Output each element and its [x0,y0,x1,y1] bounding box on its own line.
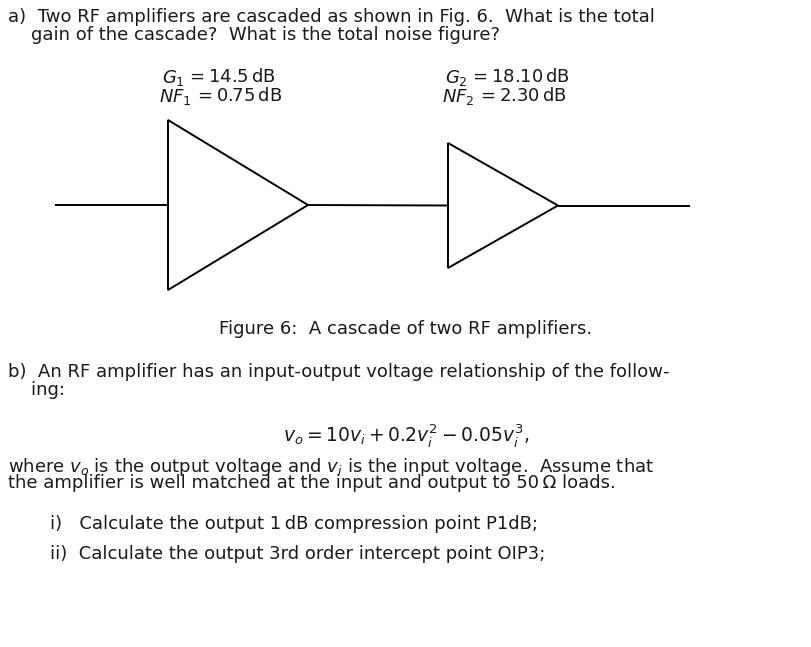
Text: $G_1$: $G_1$ [162,68,185,88]
Text: ing:: ing: [8,381,65,399]
Text: Figure 6:  A cascade of two RF amplifiers.: Figure 6: A cascade of two RF amplifiers… [219,320,592,338]
Text: $v_o = 10v_i + 0.2v_i^2 - 0.05v_i^3,$: $v_o = 10v_i + 0.2v_i^2 - 0.05v_i^3,$ [282,422,529,449]
Text: ii)  Calculate the output 3rd order intercept point OIP3;: ii) Calculate the output 3rd order inter… [50,545,545,563]
Text: $= 14.5\,\mathrm{dB}$: $= 14.5\,\mathrm{dB}$ [186,68,275,86]
Text: $NF_2$: $NF_2$ [441,87,474,107]
Text: $NF_1$: $NF_1$ [159,87,191,107]
Text: $= 0.75\,\mathrm{dB}$: $= 0.75\,\mathrm{dB}$ [194,87,281,105]
Text: where $v_o$ is the output voltage and $v_i$ is the input voltage.  Assume that: where $v_o$ is the output voltage and $v… [8,456,654,478]
Text: $G_2$: $G_2$ [444,68,467,88]
Text: $= 18.10\,\mathrm{dB}$: $= 18.10\,\mathrm{dB}$ [469,68,569,86]
Text: gain of the cascade?  What is the total noise figure?: gain of the cascade? What is the total n… [8,26,500,44]
Text: i)   Calculate the output 1 dB compression point P1dB;: i) Calculate the output 1 dB compression… [50,515,538,533]
Text: a)  Two RF amplifiers are cascaded as shown in Fig. 6.  What is the total: a) Two RF amplifiers are cascaded as sho… [8,8,654,26]
Text: the amplifier is well matched at the input and output to 50 Ω loads.: the amplifier is well matched at the inp… [8,474,615,492]
Text: $= 2.30\,\mathrm{dB}$: $= 2.30\,\mathrm{dB}$ [476,87,566,105]
Text: b)  An RF amplifier has an input-output voltage relationship of the follow-: b) An RF amplifier has an input-output v… [8,363,669,381]
